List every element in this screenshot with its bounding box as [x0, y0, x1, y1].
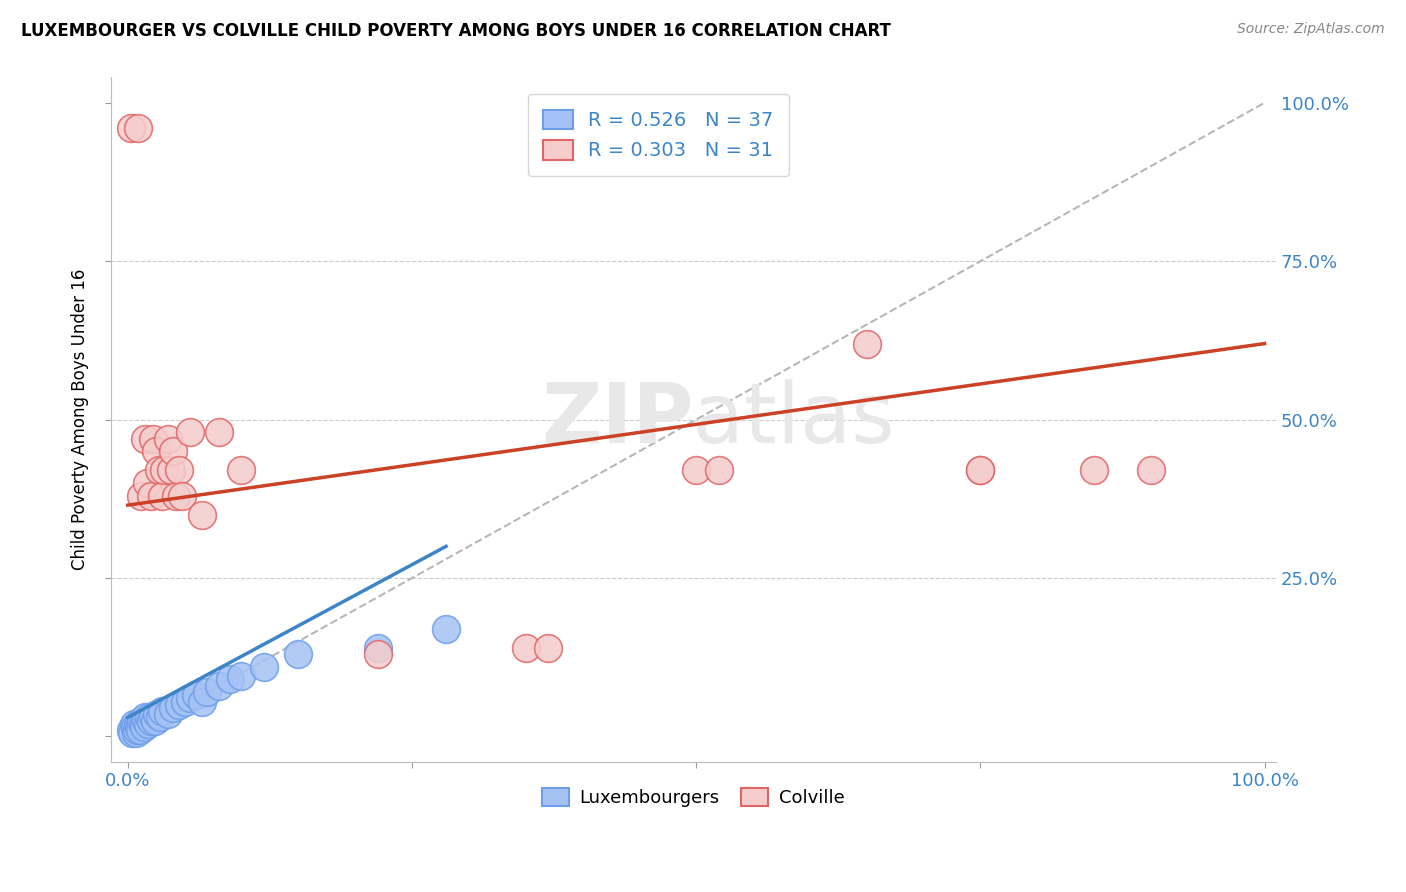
Point	[134, 432, 156, 446]
Point	[127, 716, 149, 731]
Point	[139, 489, 162, 503]
Point	[287, 647, 309, 661]
Point	[367, 640, 389, 655]
Point	[162, 444, 184, 458]
Point	[153, 463, 176, 477]
Text: atlas: atlas	[693, 379, 896, 460]
Point	[120, 121, 142, 136]
Point	[253, 659, 276, 673]
Point	[127, 121, 149, 136]
Point	[148, 463, 170, 477]
Y-axis label: Child Poverty Among Boys Under 16: Child Poverty Among Boys Under 16	[72, 268, 89, 570]
Point	[145, 444, 167, 458]
Point	[537, 640, 560, 655]
Point	[219, 673, 242, 687]
Point	[685, 463, 707, 477]
Point	[167, 698, 190, 712]
Point	[156, 707, 179, 722]
Legend: Luxembourgers, Colville: Luxembourgers, Colville	[534, 780, 852, 814]
Point	[172, 489, 194, 503]
Point	[179, 691, 201, 706]
Point	[1140, 463, 1163, 477]
Point	[156, 432, 179, 446]
Point	[173, 695, 195, 709]
Point	[969, 463, 991, 477]
Point	[121, 726, 143, 740]
Point	[855, 336, 877, 351]
Point	[131, 716, 153, 731]
Text: ZIP: ZIP	[541, 379, 693, 460]
Point	[162, 701, 184, 715]
Point	[208, 679, 231, 693]
Text: Source: ZipAtlas.com: Source: ZipAtlas.com	[1237, 22, 1385, 37]
Point	[125, 723, 148, 737]
Point	[120, 723, 142, 737]
Point	[190, 508, 212, 522]
Point	[129, 723, 152, 737]
Point	[231, 463, 253, 477]
Point	[138, 710, 160, 724]
Point	[136, 475, 159, 490]
Point	[150, 489, 173, 503]
Point	[132, 720, 155, 734]
Point	[128, 720, 150, 734]
Point	[367, 647, 389, 661]
Point	[143, 714, 166, 728]
Point	[142, 710, 165, 724]
Point	[231, 669, 253, 683]
Point	[146, 707, 169, 722]
Point	[179, 425, 201, 440]
Point	[136, 716, 159, 731]
Point	[184, 688, 207, 702]
Point	[139, 714, 162, 728]
Point	[131, 489, 153, 503]
Point	[135, 714, 157, 728]
Text: LUXEMBOURGER VS COLVILLE CHILD POVERTY AMONG BOYS UNDER 16 CORRELATION CHART: LUXEMBOURGER VS COLVILLE CHILD POVERTY A…	[21, 22, 891, 40]
Point	[165, 489, 187, 503]
Point	[1083, 463, 1105, 477]
Point	[167, 463, 190, 477]
Point	[131, 714, 153, 728]
Point	[208, 425, 231, 440]
Point	[434, 622, 457, 636]
Point	[515, 640, 537, 655]
Point	[125, 726, 148, 740]
Point	[124, 720, 146, 734]
Point	[160, 463, 183, 477]
Point	[197, 685, 219, 699]
Point	[150, 704, 173, 718]
Point	[122, 716, 145, 731]
Point	[142, 432, 165, 446]
Point	[190, 695, 212, 709]
Point	[149, 710, 172, 724]
Point	[134, 710, 156, 724]
Point	[969, 463, 991, 477]
Point	[707, 463, 730, 477]
